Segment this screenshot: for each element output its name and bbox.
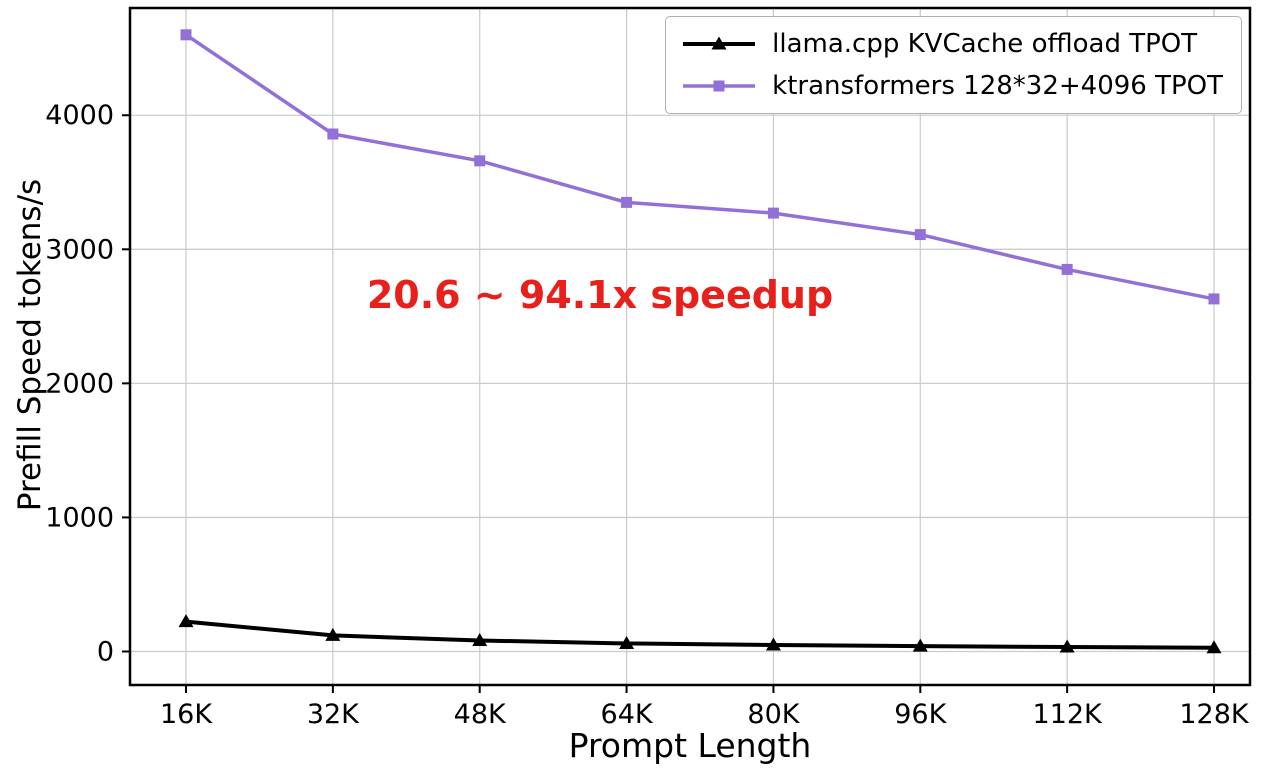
marker-triangle-icon — [472, 632, 488, 646]
x-axis-label: Prompt Length — [568, 726, 812, 765]
legend-label: llama.cpp KVCache offload TPOT — [772, 29, 1198, 59]
x-tick-label: 16K — [160, 699, 213, 730]
plot-border — [128, 6, 1252, 687]
y-axis-label: Prefill Speed tokens/s — [12, 178, 48, 512]
marker-triangle-icon — [178, 614, 194, 628]
marker-triangle-icon — [619, 635, 635, 649]
x-tick-label: 32K — [307, 699, 360, 730]
marker-square-icon — [767, 207, 779, 219]
y-tick-label: 0 — [97, 636, 114, 667]
marker-triangle-icon — [1059, 639, 1075, 653]
legend-label: ktransformers 128*32+4096 TPOT — [772, 71, 1223, 101]
marker-square-icon — [474, 155, 486, 167]
y-tick-label: 2000 — [45, 368, 114, 399]
marker-triangle-icon — [765, 637, 781, 651]
marker-square-icon — [1061, 263, 1073, 275]
marker-square-icon — [180, 29, 192, 41]
marker-triangle-icon — [325, 627, 341, 641]
legend: llama.cpp KVCache offload TPOT ktransform… — [665, 16, 1242, 114]
series-line — [185, 619, 1215, 650]
x-tick-label: 112K — [1033, 699, 1104, 730]
marker-triangle-icon — [912, 638, 928, 652]
y-tick-label: 1000 — [45, 502, 114, 533]
marker-triangle-icon — [711, 36, 727, 50]
legend-item: llama.cpp KVCache offload TPOT — [680, 29, 1223, 59]
y-tick-label: 3000 — [45, 234, 114, 265]
legend-line-sample-icon — [683, 80, 756, 92]
x-tick-label: 128K — [1179, 699, 1250, 730]
marker-square-icon — [1208, 293, 1220, 305]
marker-triangle-icon — [1206, 640, 1222, 654]
marker-square-icon — [327, 128, 339, 140]
marker-square-icon — [621, 196, 633, 208]
legend-line-sample-icon — [683, 36, 756, 50]
marker-square-icon — [713, 80, 725, 92]
speedup-annotation: 20.6 ~ 94.1x speedup — [366, 273, 834, 317]
x-tick-label: 96K — [894, 699, 947, 730]
series-line — [185, 33, 1215, 301]
marker-square-icon — [914, 229, 926, 241]
legend-item: ktransformers 128*32+4096 TPOT — [680, 71, 1223, 101]
y-tick-label: 4000 — [45, 100, 114, 131]
x-tick-label: 80K — [747, 699, 800, 730]
x-tick-label: 48K — [454, 699, 507, 730]
x-tick-label: 64K — [601, 699, 654, 730]
